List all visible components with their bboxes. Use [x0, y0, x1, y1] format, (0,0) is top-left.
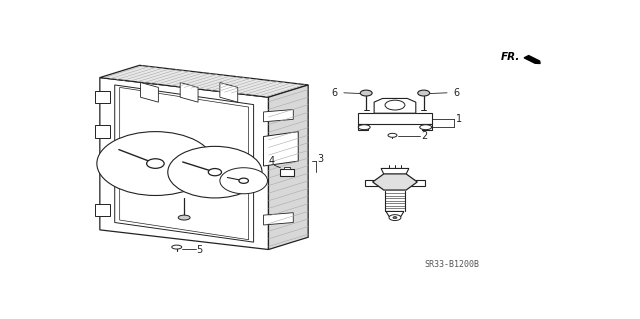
Polygon shape	[100, 65, 308, 97]
Ellipse shape	[239, 178, 248, 183]
Ellipse shape	[220, 168, 268, 194]
Polygon shape	[220, 83, 237, 102]
Polygon shape	[264, 213, 293, 225]
Polygon shape	[374, 99, 416, 113]
Polygon shape	[358, 124, 367, 130]
Text: 5: 5	[196, 245, 203, 255]
Ellipse shape	[172, 245, 182, 249]
Polygon shape	[264, 132, 298, 166]
Circle shape	[418, 90, 429, 96]
Ellipse shape	[97, 132, 214, 196]
Circle shape	[389, 215, 401, 220]
Polygon shape	[95, 125, 110, 138]
Text: 3: 3	[317, 154, 323, 164]
Polygon shape	[115, 85, 253, 242]
Polygon shape	[408, 180, 425, 186]
Circle shape	[360, 90, 372, 96]
Ellipse shape	[420, 125, 431, 130]
Ellipse shape	[358, 125, 370, 130]
Text: 2: 2	[420, 131, 427, 141]
Text: SR33-B1200B: SR33-B1200B	[424, 260, 479, 269]
Text: 6: 6	[454, 88, 460, 98]
Ellipse shape	[388, 133, 397, 137]
Polygon shape	[120, 87, 249, 240]
Ellipse shape	[385, 100, 405, 110]
Polygon shape	[100, 78, 269, 249]
Polygon shape	[180, 83, 198, 102]
Polygon shape	[386, 211, 404, 216]
Text: 4: 4	[268, 156, 275, 166]
Polygon shape	[269, 85, 308, 249]
Circle shape	[393, 217, 397, 219]
Ellipse shape	[208, 168, 221, 176]
Polygon shape	[381, 168, 409, 174]
FancyArrow shape	[524, 56, 540, 63]
Ellipse shape	[178, 215, 190, 220]
FancyBboxPatch shape	[280, 169, 294, 176]
Polygon shape	[95, 91, 110, 103]
Polygon shape	[95, 204, 110, 216]
Text: 6: 6	[332, 88, 338, 98]
Polygon shape	[365, 180, 383, 186]
Text: 1: 1	[456, 114, 461, 124]
Text: FR.: FR.	[500, 52, 520, 62]
Polygon shape	[141, 83, 158, 102]
Polygon shape	[264, 109, 293, 122]
Polygon shape	[284, 167, 291, 169]
Polygon shape	[358, 113, 432, 124]
Ellipse shape	[147, 159, 164, 168]
Ellipse shape	[168, 146, 262, 198]
Polygon shape	[372, 174, 417, 190]
Polygon shape	[422, 124, 432, 130]
